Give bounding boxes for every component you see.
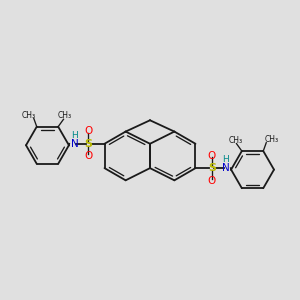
Text: N: N [70,139,78,149]
Text: CH₃: CH₃ [21,111,35,120]
Text: H: H [71,131,78,140]
Text: S: S [208,163,216,173]
Text: O: O [208,176,216,186]
Text: N: N [222,163,230,173]
Text: CH₃: CH₃ [57,111,71,120]
Text: O: O [84,151,92,161]
Text: O: O [84,126,92,136]
Text: H: H [222,155,229,164]
Text: CH₃: CH₃ [229,136,243,145]
Text: CH₃: CH₃ [265,135,279,144]
Text: S: S [84,139,92,149]
Text: O: O [208,151,216,160]
